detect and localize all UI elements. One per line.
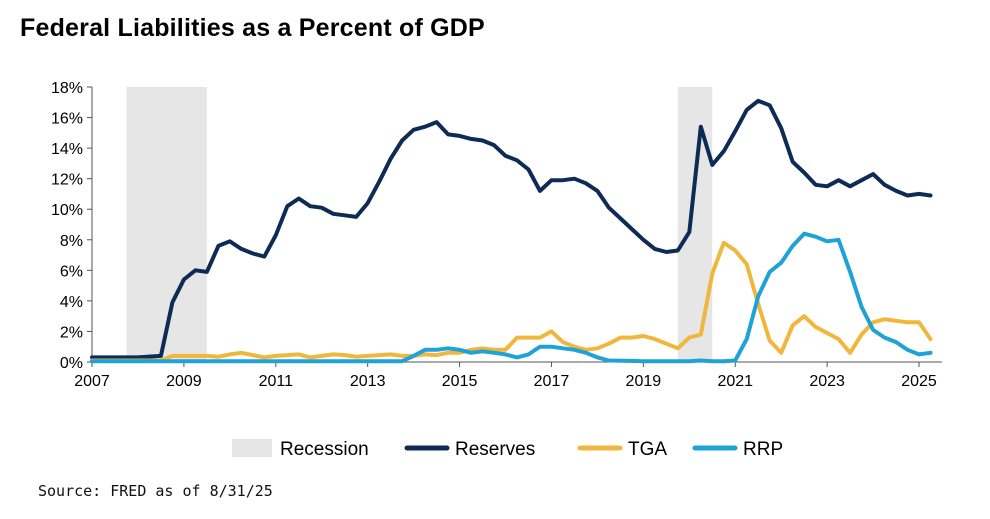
x-tick-label: 2009 <box>166 373 202 390</box>
x-tick-label: 2019 <box>626 373 662 390</box>
y-tick-label: 14% <box>51 141 83 158</box>
legend-label-reserves: Reserves <box>455 439 535 460</box>
x-tick-label: 2025 <box>901 373 937 390</box>
x-tick-label: 2007 <box>74 373 110 390</box>
x-tick-label: 2011 <box>259 373 294 390</box>
series-line-tga <box>90 240 933 363</box>
series-lines <box>90 98 933 364</box>
source-note: Source: FRED as of 8/31/25 <box>38 482 273 500</box>
recession-band-1 <box>126 87 207 362</box>
x-tick-label: 2017 <box>534 373 570 390</box>
legend-label-recession: Recession <box>280 439 369 460</box>
y-tick-label: 6% <box>60 263 83 280</box>
y-tick-label: 4% <box>60 294 83 311</box>
series-line-reserves <box>90 98 933 360</box>
y-tick-label: 10% <box>51 202 83 219</box>
legend-label-rrp: RRP <box>743 439 783 460</box>
series-line-rrp <box>90 231 933 364</box>
x-tick-label: 2023 <box>809 373 845 390</box>
legend-label-tga: TGA <box>628 439 667 460</box>
y-tick-label: 8% <box>60 233 83 250</box>
y-tick-label: 18% <box>51 80 83 97</box>
legend: Recession Reserves TGA RRP <box>232 439 783 460</box>
y-tick-label: 2% <box>60 324 83 341</box>
tick-labels: 0% 2% 4% 6% 8% 10% 12% 14% 16% 18% 2007 2009 2011 201… <box>51 80 937 390</box>
recession-bands <box>126 87 713 362</box>
chart-title: Federal Liabilities as a Percent of GDP <box>20 14 485 42</box>
y-tick-label: 0% <box>60 355 83 372</box>
x-tick-label: 2021 <box>717 373 753 390</box>
recession-band-2 <box>677 87 713 362</box>
y-tick-label: 16% <box>51 111 83 128</box>
x-tick-label: 2015 <box>442 373 478 390</box>
y-tick-label: 12% <box>51 172 83 189</box>
legend-swatch-recession <box>232 439 272 457</box>
x-tick-label: 2013 <box>350 373 386 390</box>
